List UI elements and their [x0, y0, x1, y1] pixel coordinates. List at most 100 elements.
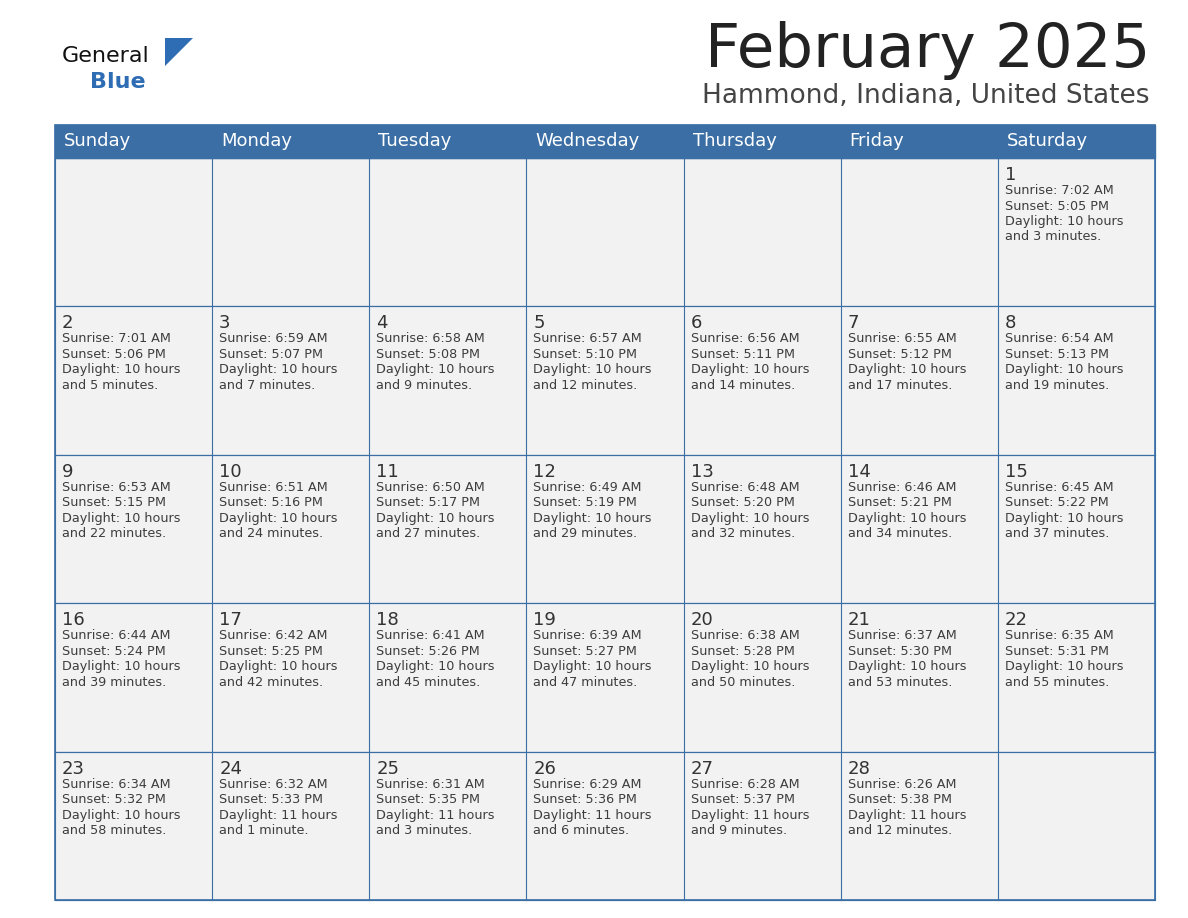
- Text: 1: 1: [1005, 166, 1016, 184]
- Text: 11: 11: [377, 463, 399, 481]
- Text: Sunday: Sunday: [64, 132, 131, 151]
- Text: Daylight: 10 hours: Daylight: 10 hours: [1005, 660, 1124, 673]
- Text: and 58 minutes.: and 58 minutes.: [62, 824, 166, 837]
- Text: Thursday: Thursday: [693, 132, 777, 151]
- Text: and 17 minutes.: and 17 minutes.: [848, 379, 952, 392]
- Text: Sunrise: 6:39 AM: Sunrise: 6:39 AM: [533, 629, 642, 643]
- Text: Sunset: 5:30 PM: Sunset: 5:30 PM: [848, 644, 952, 657]
- Text: Daylight: 10 hours: Daylight: 10 hours: [377, 512, 494, 525]
- Text: Daylight: 10 hours: Daylight: 10 hours: [1005, 512, 1124, 525]
- Text: Sunrise: 6:28 AM: Sunrise: 6:28 AM: [690, 778, 800, 790]
- Text: Sunset: 5:12 PM: Sunset: 5:12 PM: [848, 348, 952, 361]
- Text: 5: 5: [533, 314, 545, 332]
- Text: 19: 19: [533, 611, 556, 629]
- Text: Blue: Blue: [90, 72, 146, 92]
- Text: Sunrise: 6:31 AM: Sunrise: 6:31 AM: [377, 778, 485, 790]
- Text: Daylight: 11 hours: Daylight: 11 hours: [533, 809, 652, 822]
- Text: and 32 minutes.: and 32 minutes.: [690, 527, 795, 541]
- Text: Sunrise: 6:55 AM: Sunrise: 6:55 AM: [848, 332, 956, 345]
- Text: and 34 minutes.: and 34 minutes.: [848, 527, 952, 541]
- Text: Daylight: 10 hours: Daylight: 10 hours: [533, 660, 652, 673]
- Text: and 9 minutes.: and 9 minutes.: [690, 824, 786, 837]
- Text: Daylight: 11 hours: Daylight: 11 hours: [690, 809, 809, 822]
- Text: Sunset: 5:27 PM: Sunset: 5:27 PM: [533, 644, 637, 657]
- Text: and 22 minutes.: and 22 minutes.: [62, 527, 166, 541]
- Text: Daylight: 10 hours: Daylight: 10 hours: [690, 364, 809, 376]
- Text: Sunset: 5:37 PM: Sunset: 5:37 PM: [690, 793, 795, 806]
- Text: February 2025: February 2025: [704, 20, 1150, 80]
- Text: and 14 minutes.: and 14 minutes.: [690, 379, 795, 392]
- Text: 12: 12: [533, 463, 556, 481]
- Text: and 6 minutes.: and 6 minutes.: [533, 824, 630, 837]
- Text: Daylight: 10 hours: Daylight: 10 hours: [219, 364, 337, 376]
- Text: Daylight: 10 hours: Daylight: 10 hours: [62, 660, 181, 673]
- Text: and 1 minute.: and 1 minute.: [219, 824, 309, 837]
- Text: 4: 4: [377, 314, 387, 332]
- Text: and 12 minutes.: and 12 minutes.: [533, 379, 638, 392]
- Text: Sunset: 5:38 PM: Sunset: 5:38 PM: [848, 793, 952, 806]
- Bar: [55, 454, 1155, 603]
- Text: Daylight: 10 hours: Daylight: 10 hours: [848, 364, 966, 376]
- Text: Sunrise: 6:37 AM: Sunrise: 6:37 AM: [848, 629, 956, 643]
- Text: 6: 6: [690, 314, 702, 332]
- Text: Sunrise: 6:48 AM: Sunrise: 6:48 AM: [690, 481, 800, 494]
- Text: and 3 minutes.: and 3 minutes.: [1005, 230, 1101, 243]
- Text: Sunrise: 6:35 AM: Sunrise: 6:35 AM: [1005, 629, 1113, 643]
- Text: 9: 9: [62, 463, 74, 481]
- Bar: [55, 125, 1155, 158]
- Bar: [55, 158, 1155, 307]
- Text: Daylight: 10 hours: Daylight: 10 hours: [1005, 215, 1124, 228]
- Text: Sunset: 5:16 PM: Sunset: 5:16 PM: [219, 497, 323, 509]
- Text: 21: 21: [848, 611, 871, 629]
- Text: Sunset: 5:22 PM: Sunset: 5:22 PM: [1005, 497, 1108, 509]
- Text: Sunrise: 6:58 AM: Sunrise: 6:58 AM: [377, 332, 485, 345]
- Text: and 5 minutes.: and 5 minutes.: [62, 379, 158, 392]
- Text: and 37 minutes.: and 37 minutes.: [1005, 527, 1110, 541]
- Text: 13: 13: [690, 463, 714, 481]
- Text: and 19 minutes.: and 19 minutes.: [1005, 379, 1110, 392]
- Text: and 50 minutes.: and 50 minutes.: [690, 676, 795, 688]
- Text: Sunrise: 6:56 AM: Sunrise: 6:56 AM: [690, 332, 800, 345]
- Text: 24: 24: [219, 759, 242, 778]
- Text: and 3 minutes.: and 3 minutes.: [377, 824, 473, 837]
- Text: Sunset: 5:06 PM: Sunset: 5:06 PM: [62, 348, 166, 361]
- Text: Sunset: 5:13 PM: Sunset: 5:13 PM: [1005, 348, 1108, 361]
- Text: Sunrise: 6:54 AM: Sunrise: 6:54 AM: [1005, 332, 1113, 345]
- Text: Daylight: 11 hours: Daylight: 11 hours: [848, 809, 966, 822]
- Text: Daylight: 10 hours: Daylight: 10 hours: [1005, 364, 1124, 376]
- Text: Monday: Monday: [221, 132, 292, 151]
- Text: and 29 minutes.: and 29 minutes.: [533, 527, 638, 541]
- Text: and 12 minutes.: and 12 minutes.: [848, 824, 952, 837]
- Text: 16: 16: [62, 611, 84, 629]
- Text: General: General: [62, 46, 150, 66]
- Text: Sunrise: 6:42 AM: Sunrise: 6:42 AM: [219, 629, 328, 643]
- Text: Sunset: 5:21 PM: Sunset: 5:21 PM: [848, 497, 952, 509]
- Text: 7: 7: [848, 314, 859, 332]
- Bar: [55, 603, 1155, 752]
- Text: Saturday: Saturday: [1007, 132, 1088, 151]
- Text: and 9 minutes.: and 9 minutes.: [377, 379, 473, 392]
- Text: Sunrise: 6:57 AM: Sunrise: 6:57 AM: [533, 332, 643, 345]
- Text: Sunrise: 6:44 AM: Sunrise: 6:44 AM: [62, 629, 171, 643]
- Text: Daylight: 10 hours: Daylight: 10 hours: [848, 660, 966, 673]
- Text: Sunrise: 6:32 AM: Sunrise: 6:32 AM: [219, 778, 328, 790]
- Text: Sunset: 5:17 PM: Sunset: 5:17 PM: [377, 497, 480, 509]
- Text: Sunrise: 6:41 AM: Sunrise: 6:41 AM: [377, 629, 485, 643]
- Text: and 53 minutes.: and 53 minutes.: [848, 676, 952, 688]
- Text: and 27 minutes.: and 27 minutes.: [377, 527, 480, 541]
- Text: and 39 minutes.: and 39 minutes.: [62, 676, 166, 688]
- Text: Daylight: 10 hours: Daylight: 10 hours: [219, 512, 337, 525]
- Text: Sunrise: 6:45 AM: Sunrise: 6:45 AM: [1005, 481, 1113, 494]
- Text: Daylight: 10 hours: Daylight: 10 hours: [533, 512, 652, 525]
- Text: 14: 14: [848, 463, 871, 481]
- Text: Sunset: 5:28 PM: Sunset: 5:28 PM: [690, 644, 795, 657]
- Text: Friday: Friday: [849, 132, 904, 151]
- Text: Sunset: 5:20 PM: Sunset: 5:20 PM: [690, 497, 795, 509]
- Text: Sunrise: 6:29 AM: Sunrise: 6:29 AM: [533, 778, 642, 790]
- Text: Sunset: 5:36 PM: Sunset: 5:36 PM: [533, 793, 637, 806]
- Text: 22: 22: [1005, 611, 1028, 629]
- Text: 8: 8: [1005, 314, 1016, 332]
- Text: 28: 28: [848, 759, 871, 778]
- Text: Sunset: 5:31 PM: Sunset: 5:31 PM: [1005, 644, 1108, 657]
- Text: and 42 minutes.: and 42 minutes.: [219, 676, 323, 688]
